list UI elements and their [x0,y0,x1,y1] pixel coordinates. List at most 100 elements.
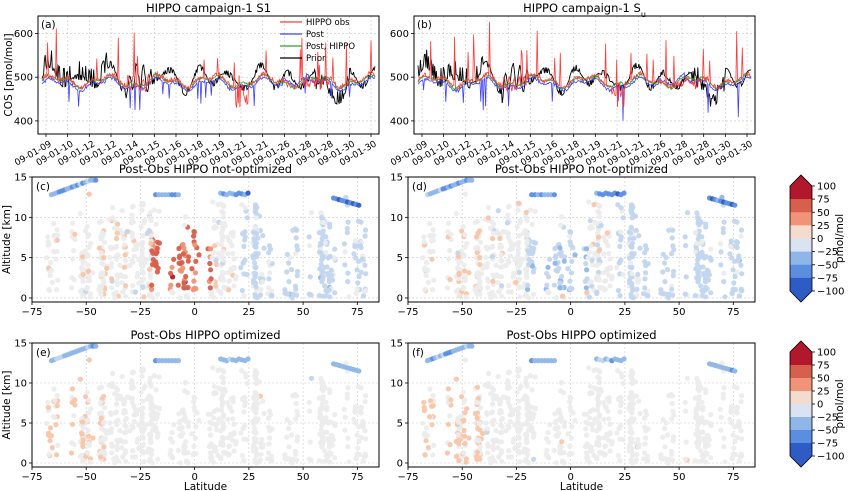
scatter-point [54,227,60,233]
scatter-point [119,280,125,286]
scatter-point [211,408,218,414]
scatter-point [147,266,153,272]
scatter-point [735,256,741,262]
scatter-point [643,246,650,252]
scatter-point [621,356,627,362]
scatter-point [225,287,231,293]
scatter-point [696,434,702,440]
y-tick-label: 15 [14,173,27,184]
scatter-point [668,251,675,257]
scatter-point [532,374,538,380]
scatter-point [48,433,55,439]
scatter-point [583,285,589,291]
scatter-point [208,267,214,273]
scatter-point [559,458,566,464]
scatter-point [595,434,602,441]
y-tick-label: 10 [14,379,27,390]
scatter-point [456,272,462,278]
scatter-point [169,288,175,295]
colorbar-segment [790,417,812,431]
scatter-point [670,408,676,414]
scatter-point [258,451,264,458]
scatter-point [137,444,143,451]
scatter-point [508,289,515,295]
y-tick-label: 500 [14,73,33,84]
scatter-point [645,292,651,298]
scatter-point [353,291,359,297]
x-tick-label: −50 [452,472,473,483]
scatter-point [699,458,706,464]
scatter-point [567,278,573,284]
scatter-point [525,447,531,453]
scatter-point [215,202,221,208]
scatter-point [49,279,56,285]
scatter-point [516,233,522,239]
scatter-point [46,452,52,458]
colorbar-label: pmol/mol [834,214,846,263]
scatter-point [474,219,481,225]
scatter-point [559,293,566,299]
scatter-point [731,445,737,451]
scatter-point [244,380,250,386]
scatter-point [149,248,155,254]
scatter-point [231,256,237,262]
scatter-point [326,441,332,447]
panel-label: (e) [36,347,51,359]
scatter-point [629,436,635,442]
scatter-point [139,263,145,269]
x-tick-label: 50 [297,307,310,318]
scatter-point [149,427,156,433]
scatter-point [112,391,118,397]
colorbar-tick-label: −50 [817,426,838,437]
scatter-point [124,394,130,400]
scatter-point [261,410,267,417]
panel-label: (f) [412,347,424,359]
scatter-point [69,421,76,427]
scatter-point [700,454,706,460]
scatter-point [140,256,146,262]
colorbar-tick-label: −50 [817,260,838,271]
scatter-point [220,441,226,447]
scatter-point [721,219,727,225]
scatter-point [424,267,430,274]
scatter-point [544,447,550,453]
scatter-point [181,285,187,291]
scatter-point [140,200,146,206]
scatter-point [698,283,704,289]
scatter-point [288,267,295,273]
scatter-points [44,177,369,301]
scatter-point [477,444,483,450]
scatter-point [505,212,511,218]
scatter-point [129,423,135,429]
colorbar-tick-label: −25 [817,247,838,258]
scatter-point [85,417,91,423]
scatter-point [354,286,360,292]
x-tick-label: −75 [397,307,418,318]
scatter-point [738,399,744,405]
scatter-point [545,430,551,436]
chart-title: HIPPO campaign-1 S1 [146,1,271,15]
scatter-point [181,280,187,286]
scatter-point [112,295,118,301]
scatter-point [607,448,613,454]
scatter-point [72,231,78,237]
scatter-point [698,405,704,411]
scatter-point [242,394,248,401]
scatter-point [244,437,250,443]
scatter-point [464,406,470,412]
scatter-point [327,389,333,396]
scatter-point [210,459,216,465]
scatter-point [484,411,490,417]
scatter-point [128,385,135,391]
scatter-point [362,262,368,268]
scatter-point [47,438,53,444]
scatter-point [505,234,511,240]
scatter-point [558,222,564,228]
scatter-point [114,278,120,284]
scatter-point [213,390,219,396]
scatter-point [183,273,189,280]
scatter-point [421,399,427,405]
scatter-point [107,420,113,426]
scatter-point [488,391,494,397]
scatter-point [700,429,706,435]
